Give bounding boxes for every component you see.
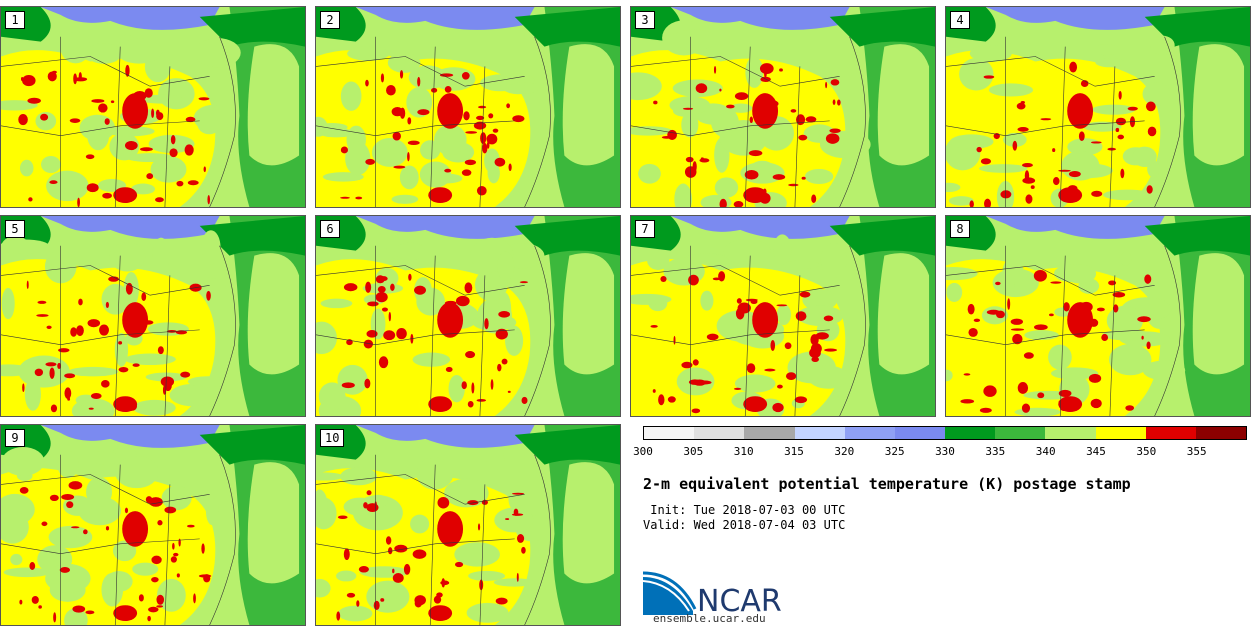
map-panel-6: 6 — [315, 215, 621, 417]
map-panel-3: 3 — [630, 6, 936, 208]
colorbar-tick-label: 355 — [1186, 445, 1207, 458]
panel-number: 7 — [635, 220, 655, 238]
colorbar-tick-label: 310 — [733, 445, 754, 458]
colorbar-ticks: 300 305 310 315 320 325 330 335 340 345 350 355 — [633, 445, 1247, 459]
map-panel-10: 10 — [315, 424, 621, 626]
panel-number: 9 — [5, 429, 25, 447]
colorbar-tick-label: 335 — [985, 445, 1006, 458]
map-panel-9: 9 — [0, 424, 306, 626]
panel-number: 10 — [320, 429, 345, 447]
panel-number: 2 — [320, 11, 340, 29]
colorbar — [643, 426, 1247, 440]
panel-number: 4 — [950, 11, 970, 29]
colorbar-segment-8 — [1045, 427, 1096, 439]
colorbar-tick-label: 320 — [834, 445, 855, 458]
colorbar-segment-6 — [945, 427, 996, 439]
figure-title: 2-m equivalent potential temperature (K)… — [643, 475, 1131, 493]
colorbar-segment-0 — [644, 427, 695, 439]
colorbar-segment-1 — [694, 427, 745, 439]
site-url: ensemble.ucar.edu — [653, 612, 766, 625]
colorbar-tick-label: 345 — [1086, 445, 1106, 458]
colorbar-tick-label: 305 — [683, 445, 704, 458]
colorbar-segment-11 — [1195, 427, 1247, 439]
colorbar-tick-label: 350 — [1136, 445, 1157, 458]
colorbar-segment-10 — [1145, 427, 1196, 439]
colorbar-segment-4 — [844, 427, 895, 439]
map-panel-4: 4 — [945, 6, 1251, 208]
ncar-logo-icon: NCAR — [643, 571, 782, 615]
colorbar-tick-label: 340 — [1035, 445, 1056, 458]
valid-time: Valid: Wed 2018-07-04 03 UTC — [643, 518, 846, 532]
colorbar-tick-label: 315 — [784, 445, 804, 458]
colorbar-segment-5 — [894, 427, 946, 439]
map-panel-2: 2 — [315, 6, 621, 208]
colorbar-segment-3 — [794, 427, 845, 439]
init-time: Init: Tue 2018-07-03 00 UTC — [643, 503, 846, 517]
colorbar-tick-label: 300 — [633, 445, 653, 458]
map-panel-1: 1 — [0, 6, 306, 208]
panel-number: 3 — [635, 11, 655, 29]
map-panel-5: 5 — [0, 215, 306, 417]
colorbar-tick-label: 330 — [935, 445, 955, 458]
map-panel-7: 7 — [630, 215, 936, 417]
panel-number: 6 — [320, 220, 340, 238]
time-info: Init: Tue 2018-07-03 00 UTC Valid: Wed 2… — [643, 503, 845, 533]
logo-text: NCAR — [697, 584, 782, 615]
colorbar-segment-7 — [995, 427, 1046, 439]
panel-number: 1 — [5, 11, 25, 29]
colorbar-segment-9 — [1095, 427, 1146, 439]
map-panel-8: 8 — [945, 215, 1251, 417]
panel-number: 8 — [950, 220, 970, 238]
colorbar-tick-label: 325 — [884, 445, 905, 458]
colorbar-segment-2 — [744, 427, 795, 439]
panel-number: 5 — [5, 220, 25, 238]
